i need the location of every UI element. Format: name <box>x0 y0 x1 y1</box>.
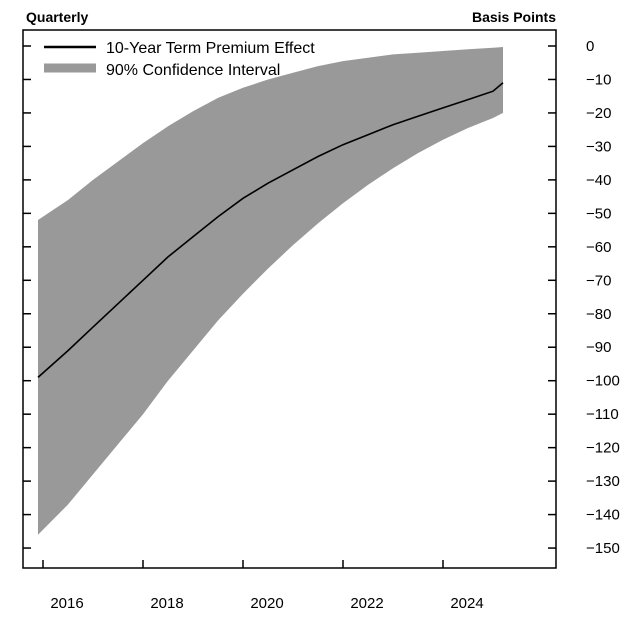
y-tick-label: −140 <box>586 507 620 524</box>
x-tick-label: 2024 <box>450 595 483 612</box>
y-tick-label: −80 <box>586 306 611 323</box>
x-tick-label: 2022 <box>350 595 383 612</box>
y-tick-label: −130 <box>586 473 620 490</box>
y-tick-label: −50 <box>586 205 611 222</box>
y-tick-label: −100 <box>586 373 620 390</box>
x-tick-label: 2016 <box>50 595 83 612</box>
legend-band-label: 90% Confidence Interval <box>106 62 280 79</box>
y-tick-label: −30 <box>586 138 611 155</box>
y-tick-label: −150 <box>586 540 620 557</box>
unit-label: Basis Points <box>471 9 556 25</box>
y-ticks: 0 −10 −20 −30 −40 −50 −60 −70 −80 −90 −100 −110 −120… <box>23 38 620 557</box>
y-tick-label: −10 <box>586 71 611 88</box>
legend-line-label: 10-Year Term Premium Effect <box>106 40 315 57</box>
term-premium-line <box>37 82 504 378</box>
x-tick-label: 2018 <box>150 595 183 612</box>
y-tick-label: −90 <box>586 339 611 356</box>
x-ticks: 2016 2018 2020 2022 2024 <box>42 560 484 612</box>
term-premium-line-layer <box>37 82 504 378</box>
plot-frame <box>22 29 557 569</box>
legend: 10-Year Term Premium Effect 90% Confiden… <box>44 40 315 79</box>
y-tick-label: −60 <box>586 239 611 256</box>
y-tick-label: −40 <box>586 172 611 189</box>
y-tick-label: −20 <box>586 105 611 122</box>
y-tick-label: −110 <box>586 406 619 423</box>
x-tick-label: 2020 <box>250 595 283 612</box>
y-tick-label: 0 <box>586 38 594 55</box>
y-tick-label: −120 <box>586 440 620 457</box>
confidence-band-layer <box>38 47 503 535</box>
y-tick-label: −70 <box>586 272 611 289</box>
confidence-band <box>38 47 503 535</box>
frequency-label: Quarterly <box>26 9 89 25</box>
